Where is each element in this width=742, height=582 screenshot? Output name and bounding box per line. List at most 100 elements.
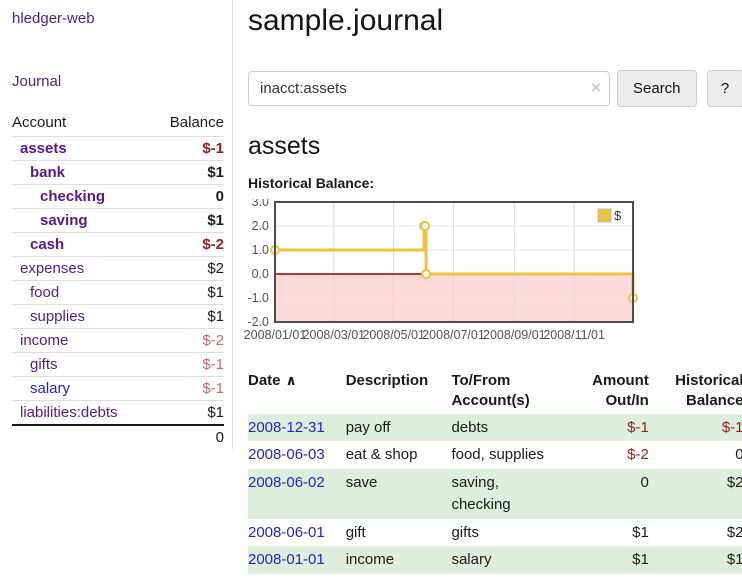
transaction-date-link[interactable]: 2008-01-01 <box>248 551 325 569</box>
account-balance: $-2 <box>202 332 224 349</box>
transaction-accounts: debts <box>451 418 489 436</box>
x-axis-tick-label: 2008/07/01 <box>422 328 485 342</box>
account-balance: $-1 <box>202 380 224 397</box>
sidebar-account-row: food $1 <box>12 280 224 304</box>
transaction-date-link[interactable]: 2008-06-01 <box>248 523 325 541</box>
legend-label: $ <box>614 208 622 223</box>
accounts-total-value: 0 <box>215 429 224 446</box>
register-header-accounts: To/From Account(s) <box>451 372 530 410</box>
app-title: hledger-web <box>12 10 224 27</box>
account-balance: $-1 <box>202 356 224 373</box>
transaction-date-link[interactable]: 2008-06-02 <box>248 474 325 491</box>
account-link[interactable]: food <box>30 284 60 301</box>
transaction-accounts: saving, checking <box>451 474 511 513</box>
y-axis-tick-label: -2.0 <box>247 315 269 329</box>
transaction-description: gift <box>345 523 366 541</box>
y-axis-tick-label: 1.0 <box>252 243 269 257</box>
account-balance: $-1 <box>202 140 224 157</box>
balance-chart: $3.0 2.0 1.0 0.0 -1.0 -2.0 2008/01/01 2008/03/0… <box>244 195 742 349</box>
account-link[interactable]: cash <box>30 236 65 253</box>
account-link[interactable]: gifts <box>30 356 58 373</box>
accounts-table: Account Balance assets $-1 bank $1 checking 0… <box>12 111 224 449</box>
register-row: 2008-01-01 income salary $1 $1 <box>248 546 742 574</box>
account-link[interactable]: supplies <box>30 308 86 325</box>
sidebar-item-journal[interactable]: Journal <box>12 73 62 90</box>
clear-search-icon[interactable]: × <box>591 78 601 97</box>
account-link[interactable]: checking <box>40 188 106 205</box>
search-form: × Search ? <box>248 70 742 107</box>
account-balance: $1 <box>207 308 224 325</box>
accounts-header-account: Account <box>12 114 67 131</box>
sidebar-account-row: income $-2 <box>12 328 224 352</box>
register-header-amount: Amount Out/In <box>592 372 649 410</box>
sidebar-account-row: liabilities:debts $1 <box>12 400 224 424</box>
search-button[interactable]: Search <box>617 70 697 107</box>
balance-chart-svg: $3.0 2.0 1.0 0.0 -1.0 -2.02008/01/012008/03/0… <box>244 195 638 342</box>
account-balance: 0 <box>215 188 224 205</box>
x-axis-tick-label: 2008/11/01 <box>543 328 605 342</box>
chart-point-marker <box>421 269 432 279</box>
account-link[interactable]: assets <box>20 140 67 157</box>
accounts-table-body: assets $-1 bank $1 checking 0 saving $1 cash $-2 e… <box>12 136 224 424</box>
account-link[interactable]: bank <box>30 164 66 181</box>
account-balance: $-2 <box>202 236 224 253</box>
account-link[interactable]: income <box>20 332 69 349</box>
sidebar-account-row: saving $1 <box>12 208 224 232</box>
sidebar-account-row: bank $1 <box>12 160 224 184</box>
app-title-link[interactable]: hledger-web <box>12 10 95 27</box>
accounts-header-balance: Balance <box>169 114 224 131</box>
y-axis-tick-label: 2.0 <box>252 219 269 233</box>
transaction-balance: $2 <box>726 523 742 541</box>
transaction-amount: $1 <box>632 551 649 569</box>
transaction-amount: $-1 <box>627 418 649 436</box>
register-row: 2008-12-31 pay off debts $-1 $-1 <box>248 413 742 442</box>
transaction-balance: $1 <box>726 551 742 569</box>
y-axis-tick-label: 3.0 <box>252 199 269 209</box>
sidebar-account-row: checking 0 <box>12 184 224 208</box>
register-header-date[interactable]: Date ∧ <box>248 372 297 389</box>
register-header-balance: Historical Balance <box>675 372 742 410</box>
x-axis-tick-label: 2008/03/01 <box>303 328 366 342</box>
chart-border <box>274 201 634 323</box>
transaction-description: income <box>345 551 395 569</box>
x-axis-tick-label: 2008/01/01 <box>244 328 306 342</box>
register-header-row: Date ∧ Description To/From Account(s) Amo… <box>248 369 742 414</box>
chart-title: Historical Balance: <box>248 175 375 191</box>
x-axis-tick-label: 2008/09/01 <box>483 328 546 342</box>
page-title: sample.journal <box>248 4 444 37</box>
account-link[interactable]: liabilities:debts <box>20 404 118 421</box>
search-help-button[interactable]: ? <box>706 70 742 107</box>
chart-point-marker <box>420 221 431 231</box>
register-row: 2008-06-02 save saving, checking 0 $2 <box>248 469 742 519</box>
transaction-date-link[interactable]: 2008-12-31 <box>248 418 325 436</box>
transaction-description: pay off <box>345 418 391 436</box>
account-balance: $1 <box>207 164 224 181</box>
account-link[interactable]: saving <box>40 212 88 229</box>
transaction-description: eat & shop <box>345 446 418 464</box>
account-heading: assets <box>248 132 321 160</box>
transaction-balance: $2 <box>726 474 742 491</box>
sort-asc-icon: ∧ <box>285 372 297 388</box>
transaction-balance: $-1 <box>721 418 742 436</box>
account-link[interactable]: salary <box>30 380 71 397</box>
register-table: Date ∧ Description To/From Account(s) Amo… <box>248 369 742 574</box>
account-balance: $1 <box>207 284 224 301</box>
transaction-date-link[interactable]: 2008-06-03 <box>248 446 325 464</box>
sidebar-account-row: cash $-2 <box>12 232 224 256</box>
account-link[interactable]: expenses <box>20 260 85 277</box>
transaction-amount: $-2 <box>627 446 649 464</box>
accounts-table-header: Account Balance <box>12 111 224 136</box>
accounts-total-row: 0 <box>12 424 224 449</box>
y-axis-tick-label: -1.0 <box>247 291 269 305</box>
transaction-amount: 0 <box>640 474 649 491</box>
transaction-accounts: salary <box>451 551 492 569</box>
transaction-description: save <box>345 474 378 491</box>
transaction-accounts: gifts <box>451 523 479 541</box>
transaction-accounts: food, supplies <box>451 446 545 464</box>
transaction-balance: 0 <box>735 446 742 464</box>
search-input-wrap: × <box>248 71 610 106</box>
main-content: sample.journal × Search ? assets Histori… <box>233 0 742 574</box>
transaction-amount: $1 <box>632 523 649 541</box>
search-input[interactable] <box>248 71 610 106</box>
